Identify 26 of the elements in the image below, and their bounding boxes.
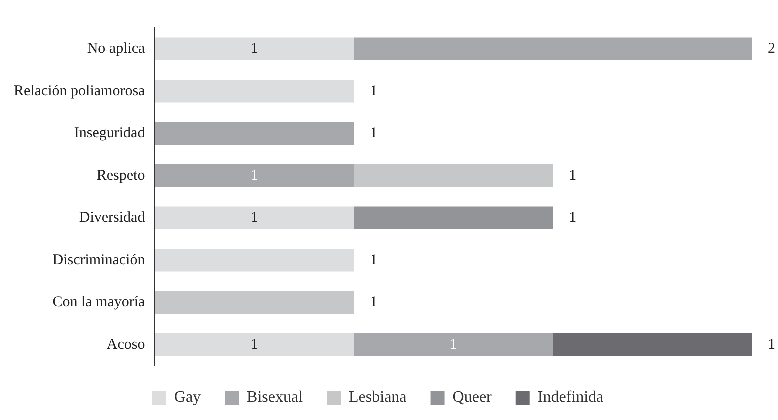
y-tick-label: Diversidad — [79, 210, 146, 226]
legend-label: Queer — [452, 389, 493, 406]
y-tick-label: Con la mayoría — [52, 294, 146, 311]
data-label: 1 — [450, 336, 458, 353]
legend-label: Lesbiana — [349, 389, 407, 406]
data-label: 1 — [370, 252, 378, 268]
data-label: 1 — [569, 168, 577, 184]
legend-label: Gay — [174, 389, 202, 406]
y-tick-label: Acoso — [106, 336, 146, 353]
legend-label: Bisexual — [247, 389, 304, 406]
y-tick-label: No aplica — [87, 41, 146, 58]
legend-label: Indefinida — [538, 389, 604, 406]
data-label: 1 — [370, 294, 378, 311]
y-tick-label: Relación poliamorosa — [14, 83, 146, 100]
data-label: 1 — [370, 126, 378, 142]
data-label: 1 — [250, 168, 258, 184]
y-tick-label: Discriminación — [52, 252, 146, 268]
data-label: 1 — [250, 41, 258, 58]
data-label: 1 — [569, 210, 577, 226]
data-label: 1 — [250, 336, 258, 353]
data-label: 1 — [768, 336, 776, 353]
data-label: 1 — [370, 83, 378, 100]
data-label: 1 — [250, 210, 258, 226]
y-tick-label: Respeto — [96, 168, 146, 184]
y-tick-label: Inseguridad — [74, 126, 146, 142]
data-label: 2 — [768, 41, 776, 58]
